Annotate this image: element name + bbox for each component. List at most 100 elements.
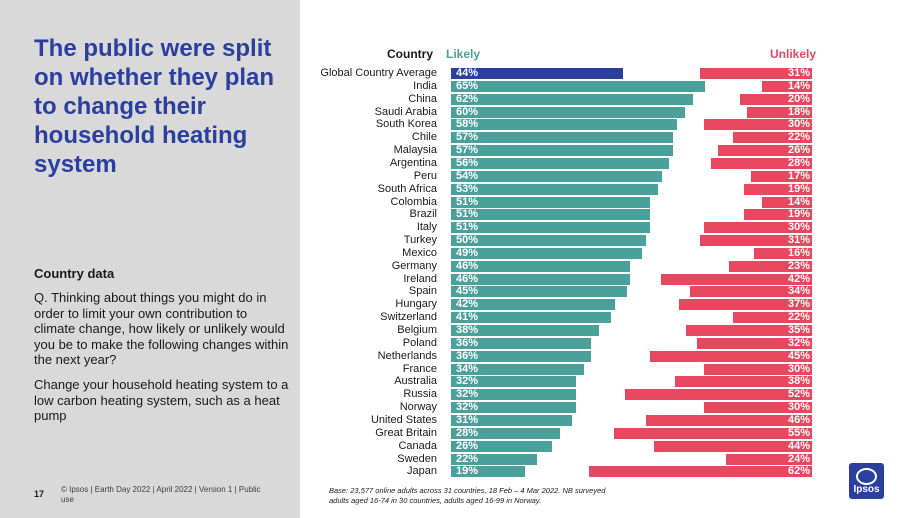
unlikely-value-great-britain: 55% — [787, 426, 810, 439]
likely-bar-spain — [451, 286, 627, 298]
unlikely-value-india: 14% — [787, 79, 810, 92]
unlikely-value-peru: 17% — [787, 169, 810, 182]
left-panel — [0, 0, 300, 518]
country-label-saudi-arabia: Saudi Arabia — [374, 105, 437, 118]
likely-value-argentina: 56% — [456, 156, 479, 169]
unlikely-value-united-states: 46% — [787, 413, 810, 426]
likely-value-ireland: 46% — [456, 272, 479, 285]
likely-value-spain: 45% — [456, 285, 479, 298]
unlikely-bar-south-korea — [704, 119, 812, 131]
unlikely-value-italy: 30% — [787, 221, 810, 234]
country-label-turkey: Turkey — [403, 234, 437, 247]
unlikely-value-netherlands: 45% — [787, 349, 810, 362]
country-label-mexico: Mexico — [402, 246, 437, 259]
likely-bar-peru — [451, 170, 662, 182]
unlikely-value-sweden: 24% — [787, 452, 810, 465]
country-label-south-korea: South Korea — [375, 118, 437, 131]
country-label-peru: Peru — [413, 169, 437, 182]
likely-bar-italy — [451, 222, 650, 234]
unlikely-value-russia: 52% — [787, 388, 810, 401]
unlikely-value-australia: 38% — [787, 375, 810, 388]
likely-value-sweden: 22% — [456, 452, 479, 465]
unlikely-bar-colombia — [761, 196, 812, 208]
unlikely-bar-ireland — [660, 273, 812, 285]
likely-value-poland: 36% — [456, 336, 479, 349]
likely-value-great-britain: 28% — [456, 426, 479, 439]
country-label-japan: Japan — [407, 465, 437, 478]
likely-value-south-africa: 53% — [456, 182, 479, 195]
unlikely-bar-great-britain — [614, 427, 812, 439]
unlikely-bar-france — [704, 363, 812, 375]
country-label-argentina: Argentina — [389, 156, 437, 169]
likely-bar-hungary — [451, 299, 615, 311]
likely-bar-australia — [451, 376, 576, 388]
likely-value-china: 62% — [456, 92, 479, 105]
likely-value-canada: 26% — [456, 439, 479, 452]
country-label-chile: Chile — [411, 131, 437, 144]
unlikely-bar-poland — [696, 337, 812, 349]
unlikely-bar-chile — [732, 132, 812, 144]
unlikely-value-saudi-arabia: 18% — [787, 105, 810, 118]
header-country: Country — [387, 47, 433, 61]
unlikely-bar-hungary — [678, 299, 812, 311]
likely-bar-saudi-arabia — [451, 106, 685, 118]
likely-bar-colombia — [451, 196, 650, 208]
likely-bar-chile — [451, 132, 674, 144]
country-label-italy: Italy — [416, 221, 437, 234]
unlikely-value-france: 30% — [787, 362, 810, 375]
base-note: Base: 23,577 online adults across 31 cou… — [329, 486, 606, 505]
header-unlikely: Unlikely — [770, 47, 817, 61]
unlikely-value-chile: 22% — [787, 131, 810, 144]
unlikely-value-poland: 32% — [787, 336, 810, 349]
likely-bar-ireland — [451, 273, 631, 285]
country-label-norway: Norway — [399, 401, 437, 414]
likely-bar-global-country-average — [451, 68, 623, 79]
likely-bar-belgium — [451, 325, 600, 336]
country-label-ireland: Ireland — [403, 272, 437, 285]
likely-value-chile: 57% — [456, 131, 479, 144]
likely-bar-turkey — [451, 235, 646, 247]
likely-value-russia: 32% — [456, 388, 479, 401]
country-label-china: China — [408, 92, 437, 105]
likely-value-germany: 46% — [456, 259, 479, 272]
likely-value-colombia: 51% — [456, 195, 479, 208]
likely-bar-poland — [451, 337, 592, 349]
country-label-india: India — [413, 79, 437, 92]
country-label-belgium: Belgium — [397, 324, 437, 336]
likely-bar-switzerland — [451, 312, 611, 324]
unlikely-value-global-country-average: 31% — [787, 67, 810, 79]
likely-bar-south-korea — [451, 119, 678, 131]
logo-mark-icon — [856, 468, 877, 485]
likely-bar-malaysia — [451, 145, 674, 157]
unlikely-value-japan: 62% — [787, 465, 810, 478]
unlikely-bar-global-country-average — [700, 68, 812, 79]
unlikely-bar-russia — [624, 389, 812, 401]
unlikely-bar-turkey — [700, 235, 812, 247]
likely-bar-norway — [451, 402, 576, 414]
likely-bar-russia — [451, 389, 576, 401]
country-label-global-country-average: Global Country Average — [320, 67, 437, 79]
country-label-south-africa: South Africa — [377, 182, 437, 195]
likely-value-saudi-arabia: 60% — [456, 105, 479, 118]
country-label-colombia: Colombia — [390, 195, 437, 208]
likely-value-mexico: 49% — [456, 246, 479, 259]
unlikely-value-switzerland: 22% — [787, 311, 810, 324]
unlikely-bar-australia — [675, 376, 812, 388]
unlikely-value-south-africa: 19% — [787, 182, 810, 195]
likely-value-brazil: 51% — [456, 208, 479, 221]
country-label-switzerland: Switzerland — [380, 311, 437, 324]
likely-bar-netherlands — [451, 350, 592, 362]
unlikely-bar-japan — [588, 466, 812, 478]
likely-value-switzerland: 41% — [456, 311, 479, 324]
unlikely-bar-norway — [704, 402, 812, 414]
unlikely-bar-india — [761, 80, 812, 92]
unlikely-bar-switzerland — [732, 312, 812, 324]
likely-bar-china — [451, 93, 693, 105]
country-label-canada: Canada — [398, 439, 437, 452]
likely-bar-japan — [451, 466, 526, 478]
country-label-sweden: Sweden — [397, 452, 437, 465]
unlikely-bar-china — [740, 93, 812, 105]
country-label-poland: Poland — [402, 336, 437, 349]
section-label: Country data — [34, 266, 115, 281]
unlikely-value-south-korea: 30% — [787, 118, 810, 131]
